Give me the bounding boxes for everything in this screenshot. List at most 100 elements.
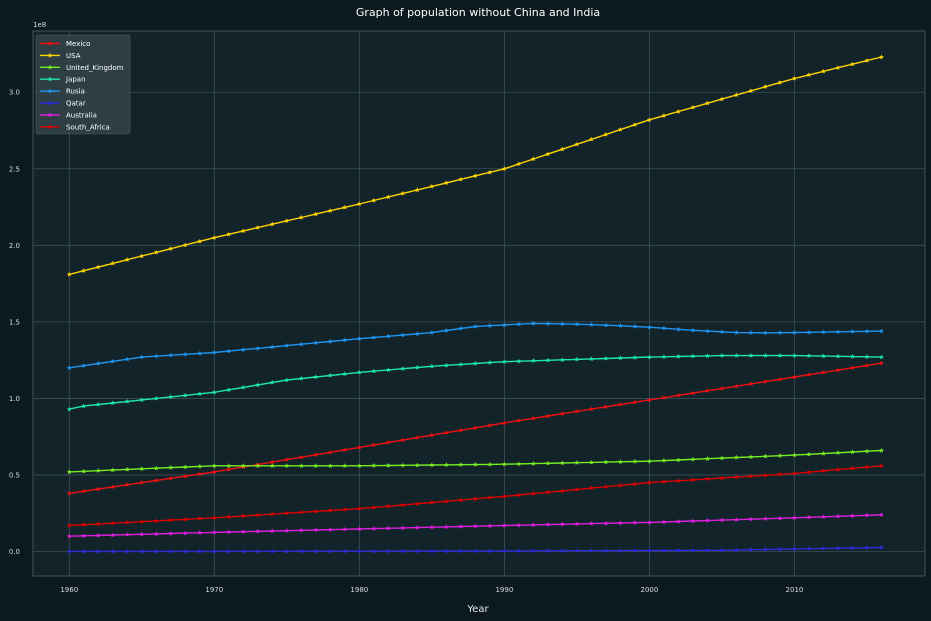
data-point xyxy=(748,352,754,358)
y-tick-label: 0.0 xyxy=(9,548,20,556)
data-point xyxy=(197,548,203,554)
data-point xyxy=(733,474,739,480)
data-point xyxy=(632,481,638,487)
data-point xyxy=(806,372,812,377)
data-point xyxy=(95,264,101,270)
data-point xyxy=(153,249,159,255)
data-point xyxy=(472,523,478,529)
data-point xyxy=(719,329,725,334)
data-point xyxy=(356,548,362,554)
data-point xyxy=(313,374,319,380)
data-point xyxy=(342,506,348,512)
data-point xyxy=(530,320,536,326)
data-point xyxy=(81,488,87,494)
data-point xyxy=(342,548,348,554)
data-point xyxy=(400,332,406,338)
data-point xyxy=(342,526,348,532)
data-point xyxy=(690,390,696,396)
data-point xyxy=(559,411,565,416)
data-point xyxy=(400,462,406,468)
data-point xyxy=(719,547,725,553)
data-point xyxy=(255,548,261,554)
data-point xyxy=(429,363,435,369)
data-point xyxy=(661,547,667,553)
data-point xyxy=(371,368,377,374)
data-point xyxy=(646,397,652,403)
data-point xyxy=(110,520,116,526)
data-point xyxy=(81,548,87,554)
data-point xyxy=(762,453,768,459)
data-point xyxy=(458,176,464,182)
data-point xyxy=(356,526,362,532)
data-point xyxy=(269,221,275,227)
data-point xyxy=(574,521,580,527)
data-point xyxy=(748,516,754,522)
data-point xyxy=(516,418,522,423)
data-point xyxy=(821,329,826,335)
data-point xyxy=(197,530,203,535)
data-point xyxy=(414,524,420,530)
data-point xyxy=(675,518,681,524)
data-point xyxy=(733,92,739,98)
data-point xyxy=(385,503,391,509)
data-point xyxy=(806,546,812,551)
data-point xyxy=(414,364,420,370)
data-point xyxy=(574,321,580,327)
data-point xyxy=(110,400,116,406)
data-point xyxy=(240,228,246,234)
data-point xyxy=(226,529,232,535)
legend-label: USA xyxy=(66,52,81,60)
data-point xyxy=(617,401,623,407)
legend-entry: Rusia xyxy=(40,88,85,96)
plot-area xyxy=(32,30,926,577)
data-point xyxy=(95,521,101,527)
data-point xyxy=(342,204,348,210)
data-point xyxy=(240,347,246,352)
data-point xyxy=(298,341,304,347)
data-point xyxy=(356,201,362,207)
data-point xyxy=(414,462,420,468)
data-point xyxy=(487,359,493,365)
data-point xyxy=(806,451,812,457)
data-point xyxy=(269,344,275,350)
data-point xyxy=(559,548,565,553)
data-point xyxy=(139,397,145,403)
legend-marker xyxy=(47,40,53,46)
x-axis-ticks: 1960 1970 1980 1990 2000 2010 xyxy=(60,586,803,594)
data-point xyxy=(835,467,841,472)
data-point xyxy=(226,514,232,520)
data-point xyxy=(559,460,565,466)
data-point xyxy=(777,330,783,335)
legend-marker xyxy=(47,112,53,117)
data-point xyxy=(168,246,174,251)
data-point xyxy=(821,369,826,375)
data-point xyxy=(81,363,87,368)
data-point xyxy=(327,548,333,554)
data-point xyxy=(66,406,72,412)
data-point xyxy=(603,355,609,361)
data-point xyxy=(806,514,812,520)
data-point xyxy=(429,183,435,189)
data-point xyxy=(791,515,797,520)
data-point xyxy=(255,382,261,388)
legend-label: Mexico xyxy=(66,40,90,48)
data-point xyxy=(110,548,116,554)
data-point xyxy=(458,523,464,529)
data-point xyxy=(226,387,232,392)
data-point xyxy=(879,54,884,60)
data-point xyxy=(719,96,725,102)
legend-entry: Australia xyxy=(40,111,97,119)
data-point xyxy=(574,486,580,492)
data-point xyxy=(690,547,696,553)
data-point xyxy=(617,126,623,132)
data-point xyxy=(545,151,551,157)
data-point xyxy=(559,321,565,327)
data-point xyxy=(748,88,754,93)
data-point xyxy=(501,548,507,553)
data-point xyxy=(139,354,145,360)
data-point xyxy=(81,468,87,474)
data-point xyxy=(284,343,290,348)
data-point xyxy=(501,493,507,499)
data-point xyxy=(385,367,391,373)
data-point xyxy=(777,515,783,521)
